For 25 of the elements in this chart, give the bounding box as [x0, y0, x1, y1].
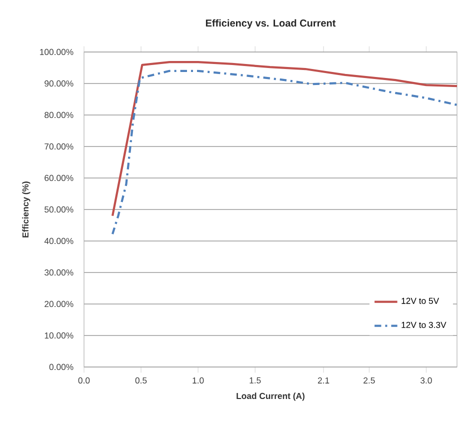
x-tick-label: 2.5 — [364, 377, 375, 384]
y-axis-title: Efficiency (%) — [22, 182, 30, 238]
y-tick-label: 30.00% — [44, 269, 74, 276]
y-tick-label: 10.00% — [44, 332, 74, 339]
x-tick-label: 2.1 — [318, 377, 330, 384]
y-tick-label: 70.00% — [44, 143, 74, 150]
x-tick-label: 3.0 — [420, 377, 432, 384]
y-tick-label: 0.00% — [49, 364, 74, 370]
legend-label: 12V to 5V — [402, 298, 440, 304]
line-series — [111, 70, 457, 236]
y-tick-label: 20.00% — [44, 300, 74, 308]
y-tick-label: 90.00% — [44, 80, 74, 87]
y-tick-label: 50.00% — [44, 206, 74, 213]
x-tick-label: 0.0 — [78, 377, 90, 384]
y-tick-label: 80.00% — [44, 112, 74, 118]
y-tick-label: 100.00% — [40, 48, 74, 56]
legend-label: 12V to 3.3V — [402, 322, 446, 328]
x-tick-label: 1.5 — [250, 377, 261, 384]
x-tick-label: 1.0 — [192, 377, 204, 384]
y-tick-label: 40.00% — [44, 238, 74, 244]
x-axis-title: Load Current (A) — [236, 392, 304, 401]
x-tick-label: 0.5 — [135, 377, 147, 384]
chart-title: Efficiency vs. Load Current — [206, 19, 336, 29]
y-tick-label: 60.00% — [44, 174, 74, 182]
line-series — [111, 61, 457, 217]
